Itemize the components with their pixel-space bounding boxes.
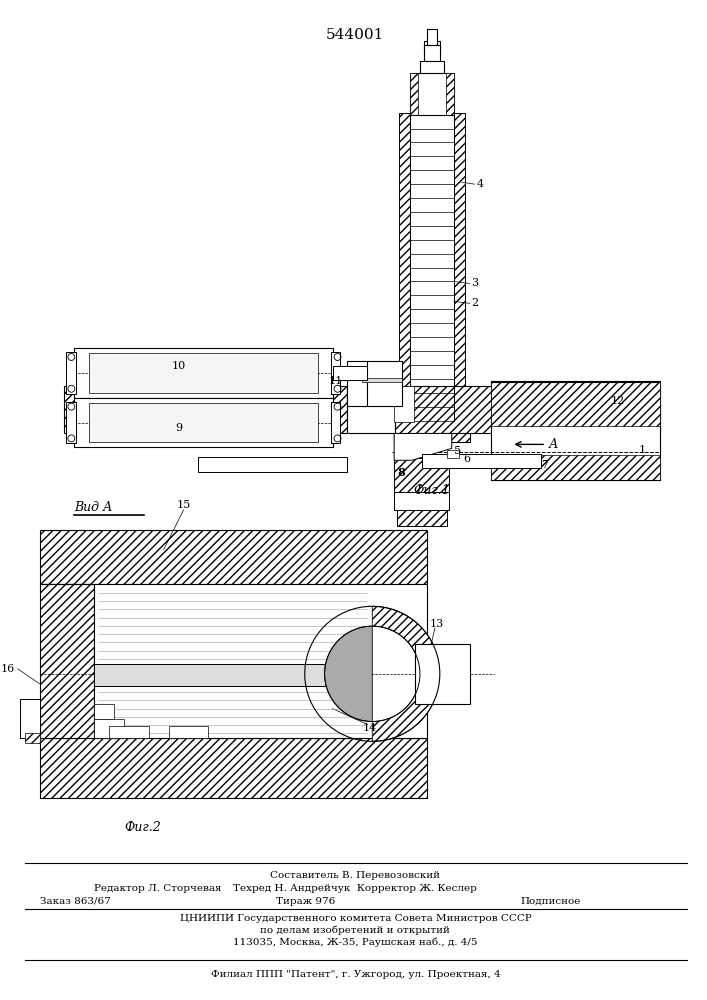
Bar <box>427 51 437 65</box>
Bar <box>74 348 332 398</box>
Text: 1: 1 <box>638 445 645 455</box>
Bar <box>40 738 427 798</box>
Bar <box>491 381 660 480</box>
Bar <box>422 454 541 468</box>
Text: Вид А: Вид А <box>74 501 113 514</box>
Bar <box>74 398 332 447</box>
Bar <box>420 61 444 75</box>
Text: Составитель В. Перевозовский: Составитель В. Перевозовский <box>270 871 440 880</box>
Text: Техред Н. Андрейчук  Корректор Ж. Кеслер: Техред Н. Андрейчук Корректор Ж. Кеслер <box>233 884 477 893</box>
Bar <box>331 402 341 443</box>
Bar <box>491 455 660 480</box>
Polygon shape <box>373 606 440 741</box>
Text: 3: 3 <box>472 278 479 288</box>
Text: 7: 7 <box>541 460 548 470</box>
Bar <box>447 450 459 458</box>
Text: 14: 14 <box>363 723 377 733</box>
Bar <box>424 45 440 63</box>
Bar <box>424 41 440 53</box>
Bar <box>394 386 660 433</box>
Bar <box>415 644 469 704</box>
Text: 4: 4 <box>477 179 484 189</box>
Bar <box>347 386 395 433</box>
Text: Подписное: Подписное <box>521 897 581 906</box>
Bar <box>491 382 660 426</box>
Bar <box>109 726 148 738</box>
Bar <box>363 378 402 382</box>
Text: Фиг.2: Фиг.2 <box>124 821 160 834</box>
Text: 8: 8 <box>397 467 405 478</box>
Bar <box>20 699 40 738</box>
Bar <box>397 491 447 526</box>
Bar <box>25 733 40 743</box>
Text: по делам изобретений и открытий: по делам изобретений и открытий <box>260 925 450 935</box>
Bar <box>331 352 341 394</box>
Bar <box>394 386 414 422</box>
Bar <box>66 402 76 443</box>
Text: 9: 9 <box>175 423 182 433</box>
Text: Редактор Л. Сторчевая: Редактор Л. Сторчевая <box>94 884 222 893</box>
Bar <box>410 73 454 115</box>
Bar <box>169 726 209 738</box>
Text: Фиг.1: Фиг.1 <box>414 484 450 497</box>
Bar <box>427 29 437 45</box>
Bar <box>89 403 317 442</box>
Bar <box>399 113 410 421</box>
Text: 15: 15 <box>177 500 191 510</box>
Text: 5: 5 <box>454 446 461 456</box>
Bar <box>94 719 124 738</box>
Bar <box>446 73 454 115</box>
Text: А: А <box>549 438 559 451</box>
Bar <box>332 366 368 380</box>
Bar <box>394 458 449 493</box>
Text: 16: 16 <box>1 664 15 674</box>
Bar <box>347 361 368 406</box>
Bar <box>66 352 76 394</box>
Bar <box>40 584 94 738</box>
Text: Тираж 976: Тираж 976 <box>276 897 335 906</box>
Bar <box>94 664 368 686</box>
Bar <box>40 530 427 584</box>
Text: ЦНИИПИ Государственного комитета Совета Министров СССР: ЦНИИПИ Государственного комитета Совета … <box>180 914 531 923</box>
Polygon shape <box>325 626 373 721</box>
Bar <box>64 386 347 433</box>
Text: 113035, Москва, Ж-35, Раушская наб., д. 4/5: 113035, Москва, Ж-35, Раушская наб., д. … <box>233 937 478 947</box>
Bar <box>410 73 418 115</box>
Bar <box>89 353 317 393</box>
Text: 6: 6 <box>464 454 471 464</box>
Polygon shape <box>394 433 452 460</box>
Bar <box>94 704 114 719</box>
Text: 11: 11 <box>328 376 342 386</box>
Text: 13: 13 <box>430 619 444 629</box>
Bar <box>199 457 347 472</box>
Text: 2: 2 <box>472 298 479 308</box>
Text: 544001: 544001 <box>326 28 385 42</box>
Text: Заказ 863/67: Заказ 863/67 <box>40 897 110 906</box>
Bar <box>394 492 449 510</box>
Bar <box>394 419 469 442</box>
Bar <box>363 361 402 406</box>
Text: Филиал ППП "Патент", г. Ужгород, ул. Проектная, 4: Филиал ППП "Патент", г. Ужгород, ул. Про… <box>211 970 501 979</box>
Text: 10: 10 <box>172 361 186 371</box>
Bar <box>454 113 464 421</box>
Text: 12: 12 <box>611 396 625 406</box>
Bar <box>94 584 427 738</box>
